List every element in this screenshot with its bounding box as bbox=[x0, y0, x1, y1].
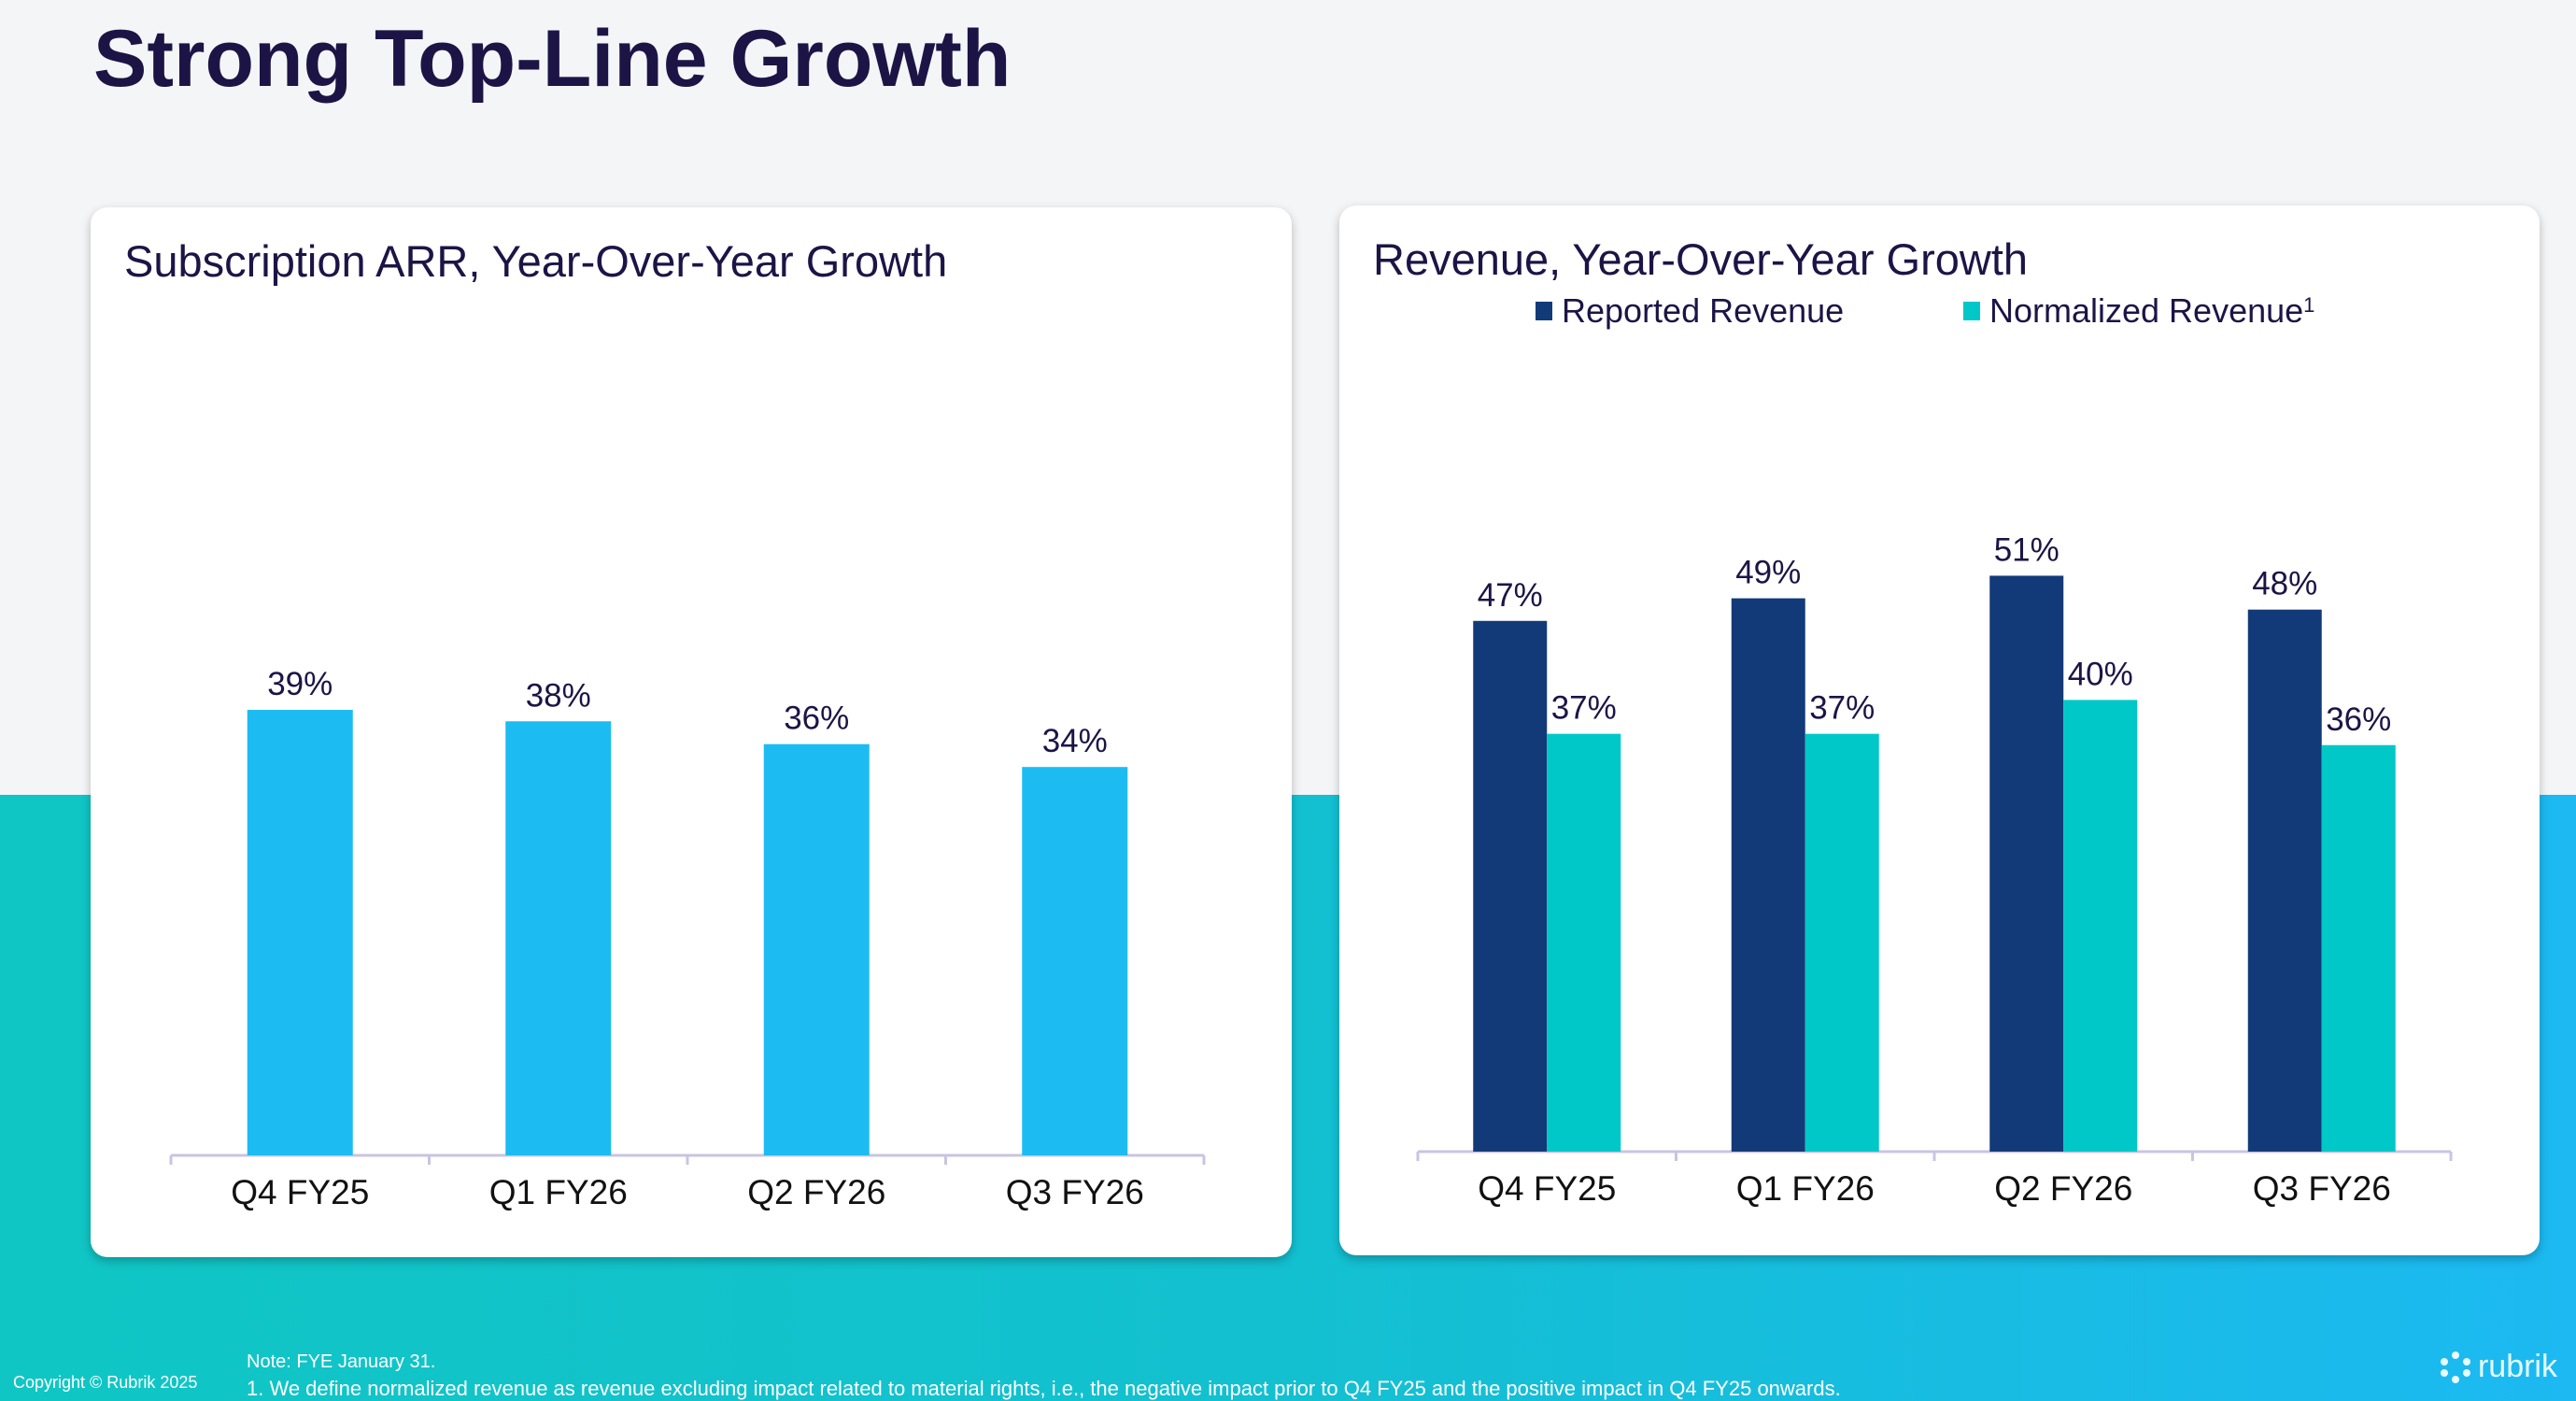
bar bbox=[1473, 620, 1548, 1152]
data-label: 40% bbox=[2068, 656, 2133, 692]
category-label: Q1 FY26 bbox=[1736, 1169, 1875, 1208]
data-label: 34% bbox=[1042, 723, 1108, 759]
bar bbox=[505, 721, 612, 1155]
data-label: 51% bbox=[1994, 531, 2059, 568]
revenue-chart-title: Revenue, Year-Over-Year Growth bbox=[1373, 234, 2029, 284]
page-title: Strong Top-Line Growth bbox=[93, 14, 1012, 104]
bar bbox=[1547, 733, 1621, 1152]
data-label: 48% bbox=[2252, 566, 2317, 602]
category-label: Q4 FY25 bbox=[1478, 1169, 1616, 1208]
data-label: 37% bbox=[1809, 690, 1875, 727]
data-label: 36% bbox=[2326, 701, 2391, 738]
legend-label-reported: Reported Revenue bbox=[1562, 291, 1845, 330]
legend-label-normalized: Normalized Revenue bbox=[1989, 291, 2304, 330]
footer-note: Note: FYE January 31. bbox=[247, 1351, 436, 1372]
category-label: Q4 FY25 bbox=[231, 1173, 369, 1211]
data-label: 47% bbox=[1478, 577, 1543, 614]
footnote: 1. We define normalized revenue as reven… bbox=[247, 1377, 1841, 1400]
category-label: Q1 FY26 bbox=[489, 1173, 628, 1211]
bar bbox=[1731, 598, 1805, 1152]
revenue-bar-chart: Q4 FY25 47% 37% Q1 FY26 49% 37% Q2 FY26 51% 40% Q… bbox=[1416, 531, 2453, 1208]
legend-reported: Reported Revenue bbox=[1536, 291, 1844, 331]
bar bbox=[247, 710, 353, 1155]
legend-normalized: Normalized Revenue 1 bbox=[1963, 291, 2314, 331]
bar bbox=[2063, 700, 2138, 1152]
rubrik-logo: rubrik bbox=[2439, 1349, 2557, 1385]
bar bbox=[763, 743, 870, 1155]
category-label: Q2 FY26 bbox=[747, 1173, 885, 1211]
category-label: Q3 FY26 bbox=[1006, 1173, 1144, 1211]
copyright: Copyright © Rubrik 2025 bbox=[13, 1373, 198, 1392]
arr-chart-title: Subscription ARR, Year-Over-Year Growth bbox=[124, 236, 948, 286]
category-label: Q3 FY26 bbox=[2253, 1169, 2391, 1208]
data-label: 39% bbox=[267, 666, 333, 702]
rubrik-logo-text: rubrik bbox=[2477, 1349, 2557, 1384]
footnote-marker: 1 bbox=[2303, 293, 2315, 317]
bar bbox=[1805, 733, 1879, 1152]
data-label: 38% bbox=[526, 677, 591, 714]
bar bbox=[2321, 744, 2396, 1152]
bar bbox=[2247, 609, 2322, 1152]
revenue-growth-card: Revenue, Year-Over-Year Growth Reported … bbox=[1339, 205, 2540, 1255]
arr-growth-card: Subscription ARR, Year-Over-Year Growth … bbox=[91, 207, 1292, 1257]
rubrik-logo-icon bbox=[2440, 1351, 2470, 1383]
data-label: 49% bbox=[1735, 555, 1801, 591]
legend-swatch-normalized bbox=[1963, 302, 1980, 320]
arr-bar-chart: Q4 FY25 39% Q1 FY26 38% Q2 FY26 36% Q3 FY26 34% bbox=[169, 666, 1206, 1211]
legend-swatch-reported bbox=[1536, 302, 1552, 320]
bar bbox=[1989, 575, 2064, 1152]
data-label: 36% bbox=[784, 700, 849, 737]
category-label: Q2 FY26 bbox=[1994, 1169, 2132, 1208]
data-label: 37% bbox=[1551, 690, 1617, 727]
bar bbox=[1022, 767, 1128, 1155]
